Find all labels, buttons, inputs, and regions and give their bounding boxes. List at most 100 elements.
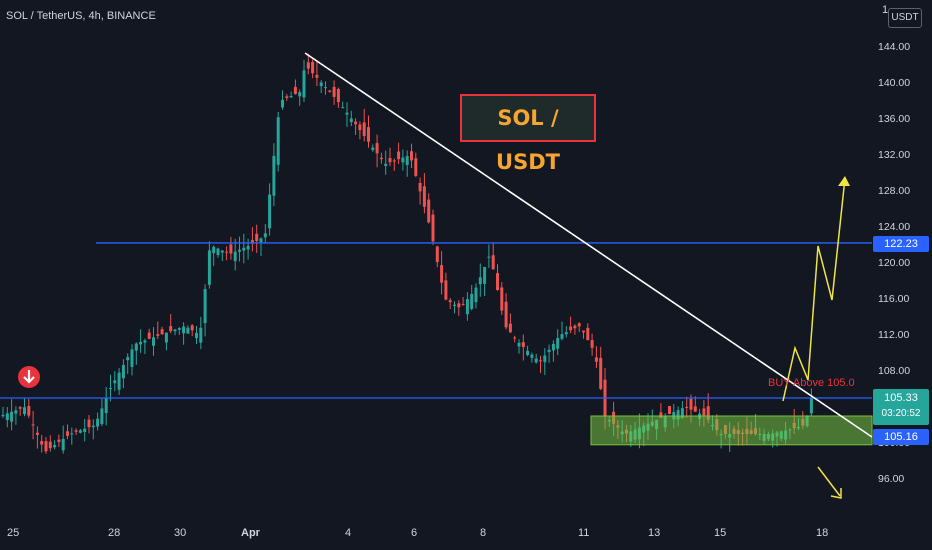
- candle: [379, 152, 383, 164]
- candle: [478, 263, 482, 297]
- candle-body: [216, 248, 220, 255]
- y-tick-label: 140.00: [878, 77, 911, 89]
- candle: [556, 329, 560, 355]
- candle: [431, 209, 435, 245]
- candle-body: [139, 341, 143, 345]
- candle: [573, 324, 577, 335]
- bearish-projection: [817, 466, 841, 497]
- candle-body: [207, 250, 211, 285]
- candle-body: [345, 112, 349, 115]
- candle-body: [539, 360, 542, 362]
- x-tick-label: 18: [816, 527, 829, 539]
- candle: [152, 327, 155, 356]
- y-tick-label: 128.00: [878, 185, 911, 197]
- candle-body: [564, 332, 568, 335]
- candle: [560, 321, 564, 341]
- candle-body: [195, 332, 198, 339]
- candle-body: [250, 240, 254, 244]
- candle-body: [293, 86, 297, 95]
- candle: [513, 335, 517, 343]
- candle: [444, 272, 448, 301]
- candle: [164, 332, 168, 351]
- candle: [225, 246, 229, 261]
- candle: [268, 183, 272, 236]
- candle: [134, 342, 138, 365]
- candle-body: [40, 441, 44, 445]
- candle-body: [109, 388, 112, 390]
- candle: [203, 284, 207, 337]
- candle-body: [362, 122, 366, 136]
- currency-badge[interactable]: USDT: [888, 8, 922, 28]
- candle: [809, 388, 813, 417]
- candle-body: [706, 406, 710, 420]
- candle: [504, 293, 508, 330]
- candle-body: [100, 408, 104, 424]
- candle: [53, 440, 57, 450]
- candle: [487, 244, 491, 268]
- y-tick-label: 132.00: [878, 149, 911, 161]
- candle-body: [229, 244, 233, 254]
- candle: [302, 59, 306, 102]
- candle: [23, 397, 26, 417]
- candle-body: [332, 87, 336, 97]
- candle-body: [590, 340, 594, 348]
- x-tick-label: 6: [411, 527, 418, 539]
- candle-body: [225, 251, 229, 253]
- candle: [27, 398, 31, 419]
- candle: [182, 322, 186, 345]
- candle: [250, 226, 254, 252]
- candle: [685, 396, 689, 418]
- x-tick-label: 11: [578, 527, 590, 539]
- candle: [216, 247, 220, 258]
- candle: [491, 242, 495, 270]
- candle-body: [431, 214, 435, 242]
- candle: [586, 323, 590, 341]
- candle: [539, 355, 542, 374]
- bullish-arrowhead: [838, 176, 850, 186]
- candle-body: [57, 439, 61, 442]
- candle-body: [586, 327, 590, 341]
- candle: [551, 340, 555, 362]
- candle: [40, 435, 44, 453]
- candle: [384, 150, 388, 175]
- x-tick-label: 15: [714, 527, 727, 539]
- candle: [246, 238, 250, 260]
- candle-body: [10, 411, 14, 422]
- candle-body: [427, 199, 431, 223]
- candle: [496, 264, 499, 291]
- candle: [44, 437, 48, 454]
- candle: [474, 283, 478, 309]
- candle-body: [169, 326, 173, 332]
- candle: [500, 282, 504, 315]
- candle-body: [276, 117, 280, 165]
- candle-body: [668, 406, 671, 414]
- candle-body: [392, 160, 396, 162]
- x-tick-label: Apr: [241, 527, 260, 539]
- candle-body: [87, 419, 91, 428]
- candle: [242, 233, 246, 264]
- candle: [345, 102, 349, 127]
- candle: [195, 326, 198, 345]
- candle: [405, 150, 409, 177]
- candle-body: [113, 380, 117, 384]
- candle-body: [336, 88, 340, 103]
- candle: [427, 193, 431, 224]
- candle: [547, 344, 551, 363]
- candle-body: [676, 410, 680, 420]
- candle-body: [379, 157, 383, 160]
- candle-body: [182, 326, 186, 334]
- candle-body: [285, 96, 289, 98]
- candle: [14, 406, 18, 425]
- candle: [526, 345, 530, 357]
- candle: [293, 79, 297, 95]
- candle-body: [70, 433, 74, 435]
- candle: [332, 80, 336, 105]
- candle-body: [91, 425, 95, 428]
- candle-body: [500, 287, 504, 311]
- candle: [414, 152, 418, 178]
- candle: [263, 223, 267, 243]
- overlays: [0, 52, 873, 499]
- candle: [229, 236, 233, 260]
- candle: [508, 313, 512, 333]
